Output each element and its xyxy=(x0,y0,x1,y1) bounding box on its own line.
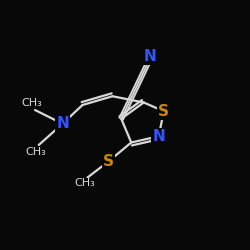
Text: N: N xyxy=(56,116,69,131)
Text: CH₃: CH₃ xyxy=(74,178,96,188)
Text: CH₃: CH₃ xyxy=(21,98,42,108)
Text: S: S xyxy=(158,104,169,119)
Text: N: N xyxy=(144,49,156,64)
Text: N: N xyxy=(152,129,165,144)
Text: S: S xyxy=(103,154,114,169)
Text: CH₃: CH₃ xyxy=(26,147,46,157)
